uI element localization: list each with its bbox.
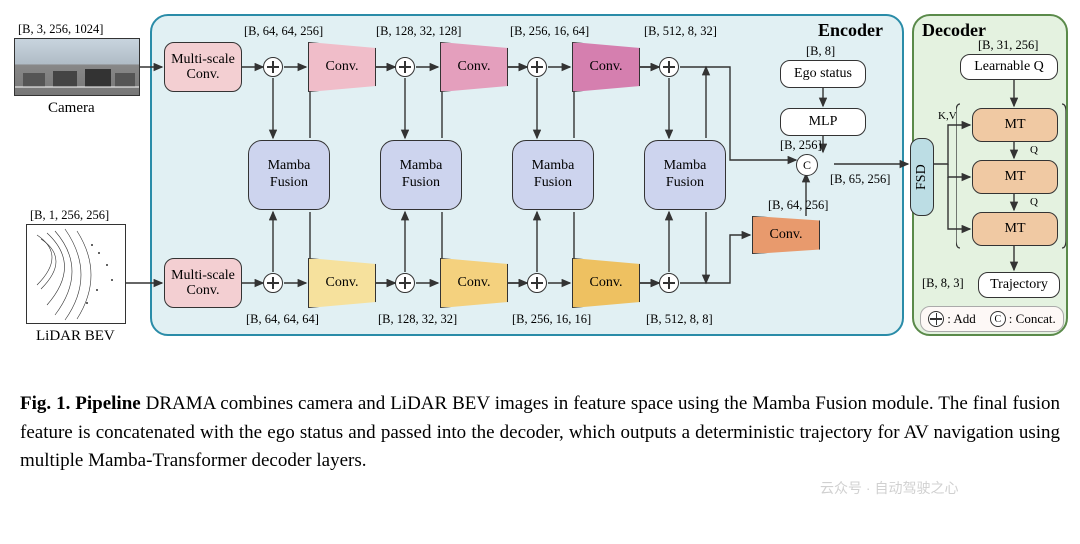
- mlp-box: MLP: [780, 108, 866, 136]
- concat-dim: [B, 65, 256]: [830, 172, 890, 187]
- add-bot-3: [527, 273, 547, 293]
- diagram-canvas: Encoder Decoder [B, 3, 256, 1024] Camera…: [0, 0, 1080, 544]
- mamba-1: Mamba Fusion: [248, 140, 330, 210]
- dim-bot-4: [B, 512, 8, 8]: [646, 312, 713, 327]
- ego-box: Ego status: [780, 60, 866, 88]
- msconv-bot-label: Multi-scale Conv.: [171, 268, 235, 299]
- conv-bot-2: Conv.: [440, 258, 508, 308]
- ego-dim: [B, 8]: [806, 44, 835, 59]
- encoder-title: Encoder: [818, 20, 883, 41]
- caption-body: DRAMA combines camera and LiDAR BEV imag…: [20, 393, 1060, 471]
- camera-icon: [15, 39, 140, 96]
- add-top-1: [263, 57, 283, 77]
- learnq-box: Learnable Q: [960, 54, 1058, 80]
- mlp-dim: [B, 256]: [780, 138, 822, 153]
- conv-top-2: Conv.: [440, 42, 508, 92]
- concat-op: C: [796, 154, 818, 176]
- dim-top-4: [B, 512, 8, 32]: [644, 24, 717, 39]
- learnq-dim: [B, 31, 256]: [978, 38, 1038, 53]
- mamba-3: Mamba Fusion: [512, 140, 594, 210]
- legend-add: : Add: [947, 311, 976, 327]
- lidar-label: LiDAR BEV: [36, 328, 115, 345]
- caption-prefix: Fig. 1. Pipeline: [20, 393, 141, 414]
- concat-icon: C: [990, 311, 1006, 327]
- watermark: 云众号 · 自动驾驶之心: [820, 478, 958, 498]
- mamba-4: Mamba Fusion: [644, 140, 726, 210]
- add-top-4: [659, 57, 679, 77]
- traj-box: Trajectory: [978, 272, 1060, 298]
- add-top-2: [395, 57, 415, 77]
- dim-bot-2: [B, 128, 32, 32]: [378, 312, 457, 327]
- conv-final: Conv.: [752, 216, 820, 254]
- add-bot-2: [395, 273, 415, 293]
- conv-bot-3: Conv.: [572, 258, 640, 308]
- add-top-3: [527, 57, 547, 77]
- traj-dim: [B, 8, 3]: [922, 276, 964, 291]
- fusion-dim: [B, 64, 256]: [768, 198, 828, 213]
- camera-label: Camera: [48, 100, 95, 117]
- conv-top-1: Conv.: [308, 42, 376, 92]
- add-bot-4: [659, 273, 679, 293]
- mamba-2: Mamba Fusion: [380, 140, 462, 210]
- camera-image: [14, 38, 140, 96]
- dim-top-3: [B, 256, 16, 64]: [510, 24, 589, 39]
- dim-top-2: [B, 128, 32, 128]: [376, 24, 461, 39]
- msconv-top: Multi-scale Conv.: [164, 42, 242, 92]
- decoder-title: Decoder: [922, 20, 986, 41]
- dim-top-1: [B, 64, 64, 256]: [244, 24, 323, 39]
- fsd-box: FSD: [910, 138, 934, 216]
- add-bot-1: [263, 273, 283, 293]
- kv-label: K,V: [938, 110, 957, 122]
- add-icon: [928, 311, 944, 327]
- conv-bot-1: Conv.: [308, 258, 376, 308]
- lidar-image: [26, 224, 126, 324]
- lidar-dim: [B, 1, 256, 256]: [30, 208, 109, 223]
- dim-bot-1: [B, 64, 64, 64]: [246, 312, 319, 327]
- mt-bracket-icon: [956, 100, 1066, 252]
- camera-dim: [B, 3, 256, 1024]: [18, 22, 103, 37]
- figure-caption: Fig. 1. Pipeline DRAMA combines camera a…: [0, 390, 1080, 476]
- conv-top-3: Conv.: [572, 42, 640, 92]
- lidar-icon: [27, 225, 126, 324]
- dim-bot-3: [B, 256, 16, 16]: [512, 312, 591, 327]
- msconv-bot: Multi-scale Conv.: [164, 258, 242, 308]
- msconv-top-label: Multi-scale Conv.: [171, 52, 235, 83]
- legend-concat: : Concat.: [1009, 311, 1056, 327]
- legend-box: : Add C: Concat.: [920, 306, 1064, 332]
